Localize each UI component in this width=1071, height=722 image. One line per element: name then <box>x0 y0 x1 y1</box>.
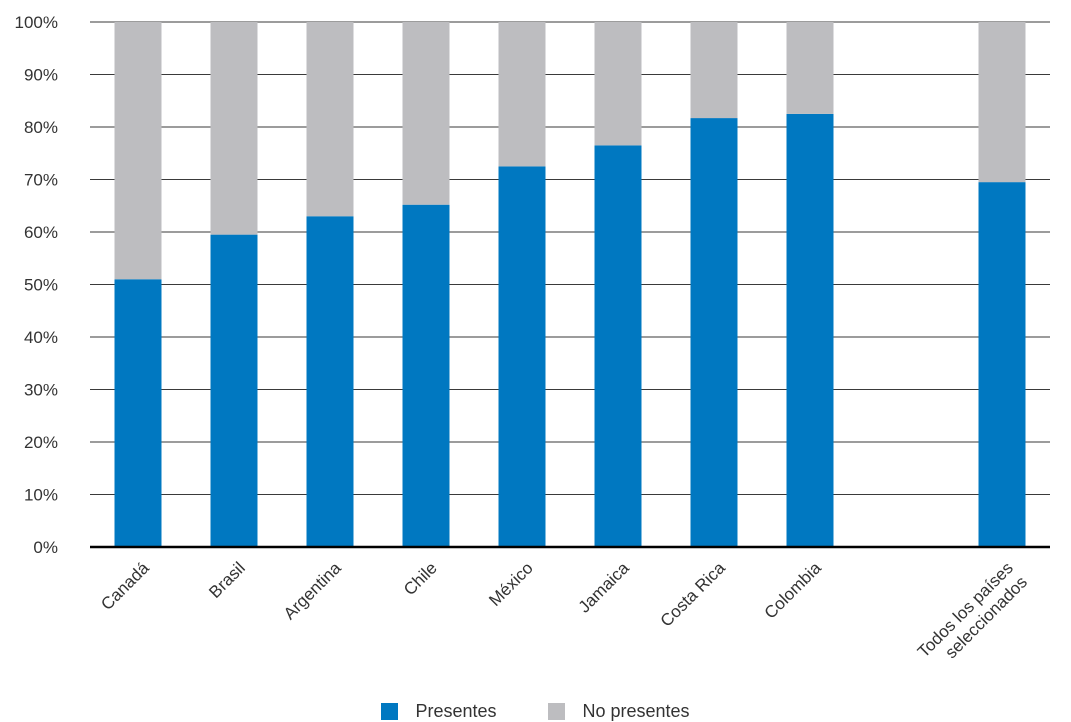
x-tick-label-group: Colombia <box>761 558 826 623</box>
bar-presentes <box>402 204 450 547</box>
y-tick-label: 70% <box>24 171 58 190</box>
bar-presentes <box>498 166 546 547</box>
y-tick-label: 40% <box>24 328 58 347</box>
bar-no-presentes <box>594 22 642 146</box>
legend-swatch-presentes <box>381 702 399 720</box>
bar-no-presentes <box>306 22 354 217</box>
legend-swatch-no-presentes <box>548 702 566 720</box>
x-tick-label: México <box>485 558 537 610</box>
y-tick-label: 80% <box>24 118 58 137</box>
bar-presentes <box>306 216 354 547</box>
y-tick-label: 10% <box>24 486 58 505</box>
y-tick-label: 60% <box>24 223 58 242</box>
bar-presentes <box>594 145 642 547</box>
x-tick-label-group: Chile <box>400 558 441 599</box>
legend-label-presentes: Presentes <box>415 700 497 721</box>
x-tick-label-group: Jamaica <box>575 558 634 617</box>
bar-no-presentes <box>210 22 258 235</box>
bar-no-presentes <box>498 22 546 167</box>
y-tick-label: 100% <box>15 13 58 32</box>
y-tick-label: 20% <box>24 433 58 452</box>
y-tick-label: 0% <box>33 538 58 557</box>
x-tick-label-group: Costa Rica <box>657 558 730 631</box>
bar-presentes <box>210 234 258 547</box>
x-tick-label: Chile <box>400 558 441 599</box>
bar-presentes <box>690 118 738 547</box>
bar-presentes <box>786 113 834 547</box>
legend-item-presentes: Presentes <box>381 701 496 722</box>
x-tick-label: Jamaica <box>575 558 634 617</box>
x-tick-label: Brasil <box>205 558 248 601</box>
x-tick-label: Costa Rica <box>657 558 730 631</box>
x-tick-label-group: Brasil <box>205 558 248 601</box>
x-tick-label: Colombia <box>761 558 826 623</box>
x-tick-label: Canadá <box>97 558 153 614</box>
x-tick-label: Argentina <box>280 558 345 623</box>
bar-no-presentes <box>114 22 162 280</box>
y-tick-label: 90% <box>24 66 58 85</box>
bar-no-presentes <box>690 22 738 119</box>
legend: Presentes No presentes <box>0 700 1071 722</box>
stacked-bar-chart: 0% 10% 20% 30% 40% 50% 60% 70% 80% 90% 100% Canadá B… <box>15 13 1050 662</box>
x-tick-label-group: Canadá <box>97 558 153 614</box>
bar-presentes <box>978 182 1026 547</box>
bar-presentes <box>114 279 162 547</box>
bar-no-presentes <box>402 22 450 205</box>
y-tick-label: 50% <box>24 276 58 295</box>
legend-item-no-presentes: No presentes <box>548 700 690 722</box>
y-tick-label: 30% <box>24 381 58 400</box>
x-tick-label-group: México <box>485 558 537 610</box>
x-tick-label-group: Argentina <box>280 558 345 623</box>
legend-label-no-presentes: No presentes <box>582 700 690 721</box>
bar-no-presentes <box>978 22 1026 183</box>
bars <box>114 22 1026 547</box>
bar-no-presentes <box>786 22 834 114</box>
